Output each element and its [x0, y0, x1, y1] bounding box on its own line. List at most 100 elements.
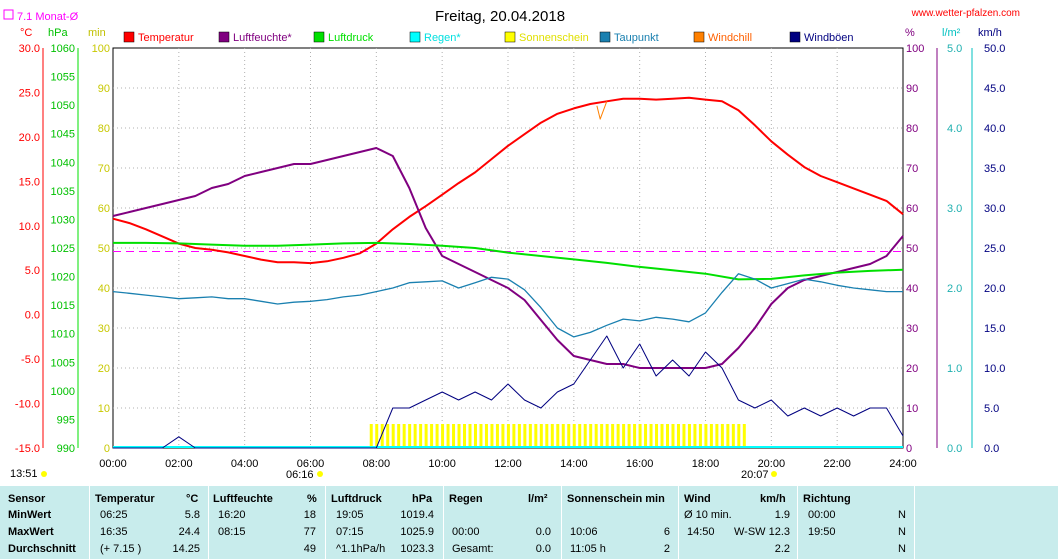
rain-tick-label: 5.0: [947, 43, 962, 55]
wind-tick-label: 45.0: [984, 83, 1005, 95]
sunshine-bar: [726, 424, 730, 448]
cell-w-time: Ø 10 min.: [684, 509, 732, 521]
legend-swatch: [218, 31, 230, 43]
sunshine-bar: [687, 424, 691, 448]
sunshine-bar: [375, 424, 379, 448]
temp-tick-label: 25.0: [19, 87, 40, 99]
x-tick-label: 24:00: [889, 458, 917, 470]
sunshine-bar: [380, 424, 384, 448]
legend: Temperatur Luftfeuchte* Luftdruck Regen* Son…: [123, 31, 854, 44]
series-line-temperatur: [112, 96, 904, 265]
sun_min-tick-label: 0: [104, 443, 110, 455]
cell-r-time: 00:00: [452, 526, 480, 538]
pressure-tick-label: 1060: [51, 43, 75, 55]
x-tick-label: 10:00: [428, 458, 456, 470]
weather-chart: 7.1 Monat-Ø Freitag, 20.04.2018 www.wett…: [3, 8, 1020, 481]
col-divider: [797, 486, 798, 559]
sunshine-bar: [402, 424, 406, 448]
sunrise-label: 06:16: [286, 469, 314, 481]
humidity-tick-label: 20: [906, 363, 918, 375]
left-sun-icon: [41, 471, 47, 477]
header-wind: Wind: [684, 493, 711, 505]
wind-tick-label: 30.0: [984, 203, 1005, 215]
cell-d-val: N: [898, 509, 906, 521]
sun_min-tick-label: 70: [98, 163, 110, 175]
series-line-taupunkt: [112, 273, 903, 338]
table-row: Durchschnitt (+ 7.15 ) 14.25 49 ^1.1hPa/h 102…: [0, 543, 1058, 559]
humidity-tick-label: 60: [906, 203, 918, 215]
cell-t-time: (+ 7.15 ): [100, 543, 142, 555]
legend-label: Regen*: [424, 32, 461, 44]
sunshine-bar: [441, 424, 445, 448]
sunshine-bar: [397, 424, 401, 448]
wind-unit-label: km/h: [978, 27, 1002, 39]
cell-d-val: N: [898, 543, 906, 555]
legend-label: Temperatur: [138, 32, 194, 44]
cell-p-time: 19:05: [336, 509, 364, 521]
sunshine-bar: [463, 424, 467, 448]
pressure-tick-label: 1055: [51, 72, 75, 84]
cell-label: MinWert: [8, 509, 52, 521]
sunshine-bar: [709, 424, 713, 448]
table-row: MinWert 06:25 5.8 16:20 18 19:05 1019.4 Ø 10 mi…: [0, 509, 1058, 525]
temp-tick-label: -15.0: [15, 443, 40, 455]
sunshine-bar: [611, 424, 615, 448]
sunshine-bar: [528, 424, 532, 448]
sunshine-bar: [644, 424, 648, 448]
table-row: MaxWert 16:35 24.4 08:15 77 07:15 1025.9 00:00 0…: [0, 526, 1058, 542]
sunshine-bar: [419, 424, 423, 448]
cell-s-val: 2: [663, 543, 670, 555]
col-divider: [678, 486, 679, 559]
sunshine-bar: [408, 424, 412, 448]
cell-d-val: N: [898, 526, 906, 538]
sunshine-bar: [660, 424, 664, 448]
wind-tick-label: 0.0: [984, 443, 999, 455]
wind-tick-label: 10.0: [984, 363, 1005, 375]
col-divider: [89, 486, 90, 559]
x-tick-label: 06:00: [297, 458, 325, 470]
humidity-tick-label: 70: [906, 163, 918, 175]
sunshine-bar: [452, 424, 456, 448]
website-link[interactable]: www.wetter-pfalzen.com: [911, 8, 1020, 19]
legend-label: Windböen: [804, 32, 854, 44]
pressure-tick-label: 1005: [51, 357, 75, 369]
wind-tick-label: 35.0: [984, 163, 1005, 175]
header-pressure: Luftdruck: [331, 493, 382, 505]
legend-swatch: [123, 31, 135, 43]
sun_min-tick-label: 40: [98, 283, 110, 295]
legend-label: Sonnenschein: [519, 32, 589, 44]
sunshine-bar: [473, 424, 477, 448]
cell-label: Durchschnitt: [8, 543, 76, 555]
cell-p-time: 07:15: [336, 526, 364, 538]
cell-p-time: ^1.1hPa/h: [336, 543, 386, 555]
x-tick-label: 04:00: [231, 458, 259, 470]
sun_min-tick-label: 80: [98, 123, 110, 135]
left-time-label: 13:51: [10, 468, 38, 480]
sunshine-bar: [731, 424, 735, 448]
stats-table: Sensor Temperatur °C Luftfeuchte % Luftd…: [0, 486, 1058, 559]
cell-s-val: 6: [663, 526, 670, 538]
series-line-windben: [113, 335, 904, 449]
sun_min-tick-label: 50: [98, 243, 110, 255]
humidity-tick-label: 80: [906, 123, 918, 135]
col-divider: [325, 486, 326, 559]
legend-label: Taupunkt: [614, 32, 659, 44]
temp-tick-label: -10.0: [15, 399, 40, 411]
header-humidity-unit: %: [307, 493, 317, 505]
sunshine-bar: [627, 424, 631, 448]
pressure-tick-label: 1045: [51, 129, 75, 141]
header-sunshine: Sonnenschein min: [567, 493, 665, 505]
sun-unit-label: min: [88, 27, 106, 39]
rain-tick-label: 1.0: [947, 363, 962, 375]
sunshine-bar: [517, 424, 521, 448]
sunshine-bar: [589, 424, 593, 448]
sunshine-bar: [633, 424, 637, 448]
temp-tick-label: 5.0: [25, 265, 40, 277]
sunshine-bar: [457, 424, 461, 448]
legend-swatch: [504, 31, 516, 43]
legend-label: Windchill: [708, 32, 752, 44]
sunshine-bar: [605, 424, 609, 448]
cell-r-time: Gesamt:: [452, 543, 494, 555]
cell-d-time: 00:00: [808, 509, 836, 521]
legend-swatch: [599, 31, 611, 43]
